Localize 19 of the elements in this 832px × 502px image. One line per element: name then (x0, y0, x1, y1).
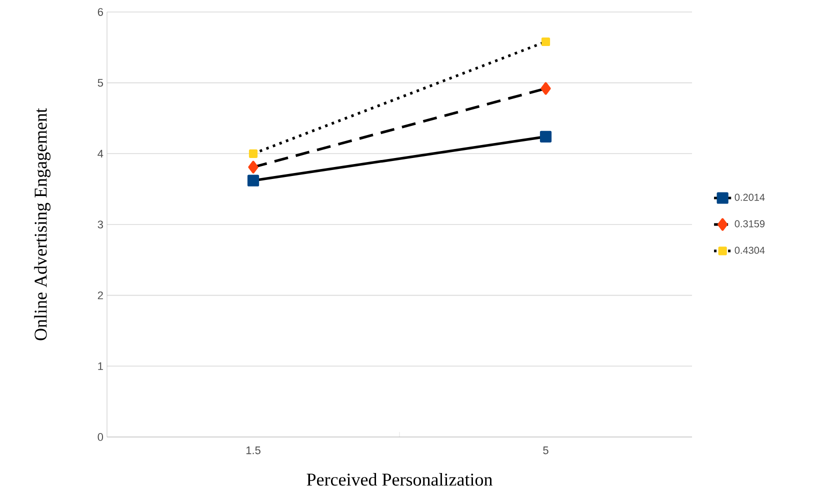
point (247, 174, 260, 186)
y-tick-label: 1 (98, 362, 103, 370)
legend-label: 0.4304 (734, 246, 765, 254)
y-tick-label: 2 (98, 291, 103, 300)
x-tick-label: 1.5 (246, 446, 260, 454)
point (541, 37, 550, 46)
y-tick-label: 3 (98, 220, 103, 228)
point (248, 160, 258, 174)
point (248, 149, 258, 158)
legend-label: 0.2014 (734, 194, 765, 201)
y-tick-label: 5 (98, 78, 104, 87)
point (540, 82, 551, 95)
y-axis-title: Online Advertising Engagement (34, 108, 50, 340)
legend-label: 0.3159 (734, 220, 765, 228)
point (540, 130, 552, 142)
y-tick-label: 4 (98, 150, 104, 158)
y-tick-label: 6 (98, 8, 103, 16)
x-axis-title: Perceived Personalization (306, 473, 492, 486)
y-tick-label: 0 (98, 433, 104, 441)
